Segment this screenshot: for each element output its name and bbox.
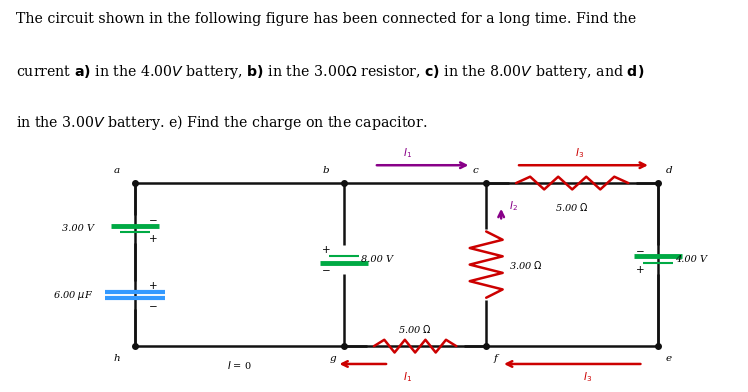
Text: $\it{I_1}$: $\it{I_1}$ bbox=[403, 146, 412, 160]
Text: $\it{I_1}$: $\it{I_1}$ bbox=[403, 370, 412, 384]
Text: g: g bbox=[330, 354, 337, 363]
Text: h: h bbox=[113, 354, 120, 363]
Text: 8.00 V: 8.00 V bbox=[361, 255, 393, 264]
Text: current $\mathbf{a)}$ in the 4.00$\it{V}$ battery, $\mathbf{b)}$ in the 3.00$\Om: current $\mathbf{a)}$ in the 4.00$\it{V}… bbox=[16, 63, 645, 81]
Text: e: e bbox=[666, 354, 672, 363]
Text: $+$: $+$ bbox=[635, 264, 645, 275]
Text: $+$: $+$ bbox=[148, 280, 158, 291]
Text: $\it{I_2}$: $\it{I_2}$ bbox=[509, 199, 518, 213]
Text: 3.00 $\Omega$: 3.00 $\Omega$ bbox=[509, 259, 542, 270]
Text: 5.00 $\Omega$: 5.00 $\Omega$ bbox=[398, 323, 432, 335]
Text: $\it{I_3}$: $\it{I_3}$ bbox=[575, 146, 584, 160]
Text: $+$: $+$ bbox=[148, 233, 158, 244]
Text: 6.00 $\mu$F: 6.00 $\mu$F bbox=[53, 289, 94, 302]
Text: $-$: $-$ bbox=[148, 300, 158, 310]
Text: 3.00 V: 3.00 V bbox=[61, 225, 94, 233]
Text: The circuit shown in the following figure has been connected for a long time. Fi: The circuit shown in the following figur… bbox=[16, 12, 637, 26]
Text: $\it{I}$ = 0: $\it{I}$ = 0 bbox=[227, 359, 252, 371]
Text: $\it{I_3}$: $\it{I_3}$ bbox=[583, 370, 592, 384]
Text: $-$: $-$ bbox=[635, 245, 645, 255]
Text: in the 3.00$\it{V}$ battery. e) Find the charge on the capacitor.: in the 3.00$\it{V}$ battery. e) Find the… bbox=[16, 113, 428, 132]
Text: a: a bbox=[114, 167, 120, 176]
Text: $-$: $-$ bbox=[321, 264, 331, 274]
Text: 5.00 $\Omega$: 5.00 $\Omega$ bbox=[555, 201, 589, 213]
Text: b: b bbox=[322, 167, 329, 176]
Text: d: d bbox=[666, 167, 672, 176]
Text: c: c bbox=[473, 167, 479, 176]
Text: $+$: $+$ bbox=[321, 244, 331, 255]
Text: 4.00 V: 4.00 V bbox=[675, 255, 707, 264]
Text: $-$: $-$ bbox=[148, 214, 158, 224]
Text: f: f bbox=[494, 354, 497, 363]
